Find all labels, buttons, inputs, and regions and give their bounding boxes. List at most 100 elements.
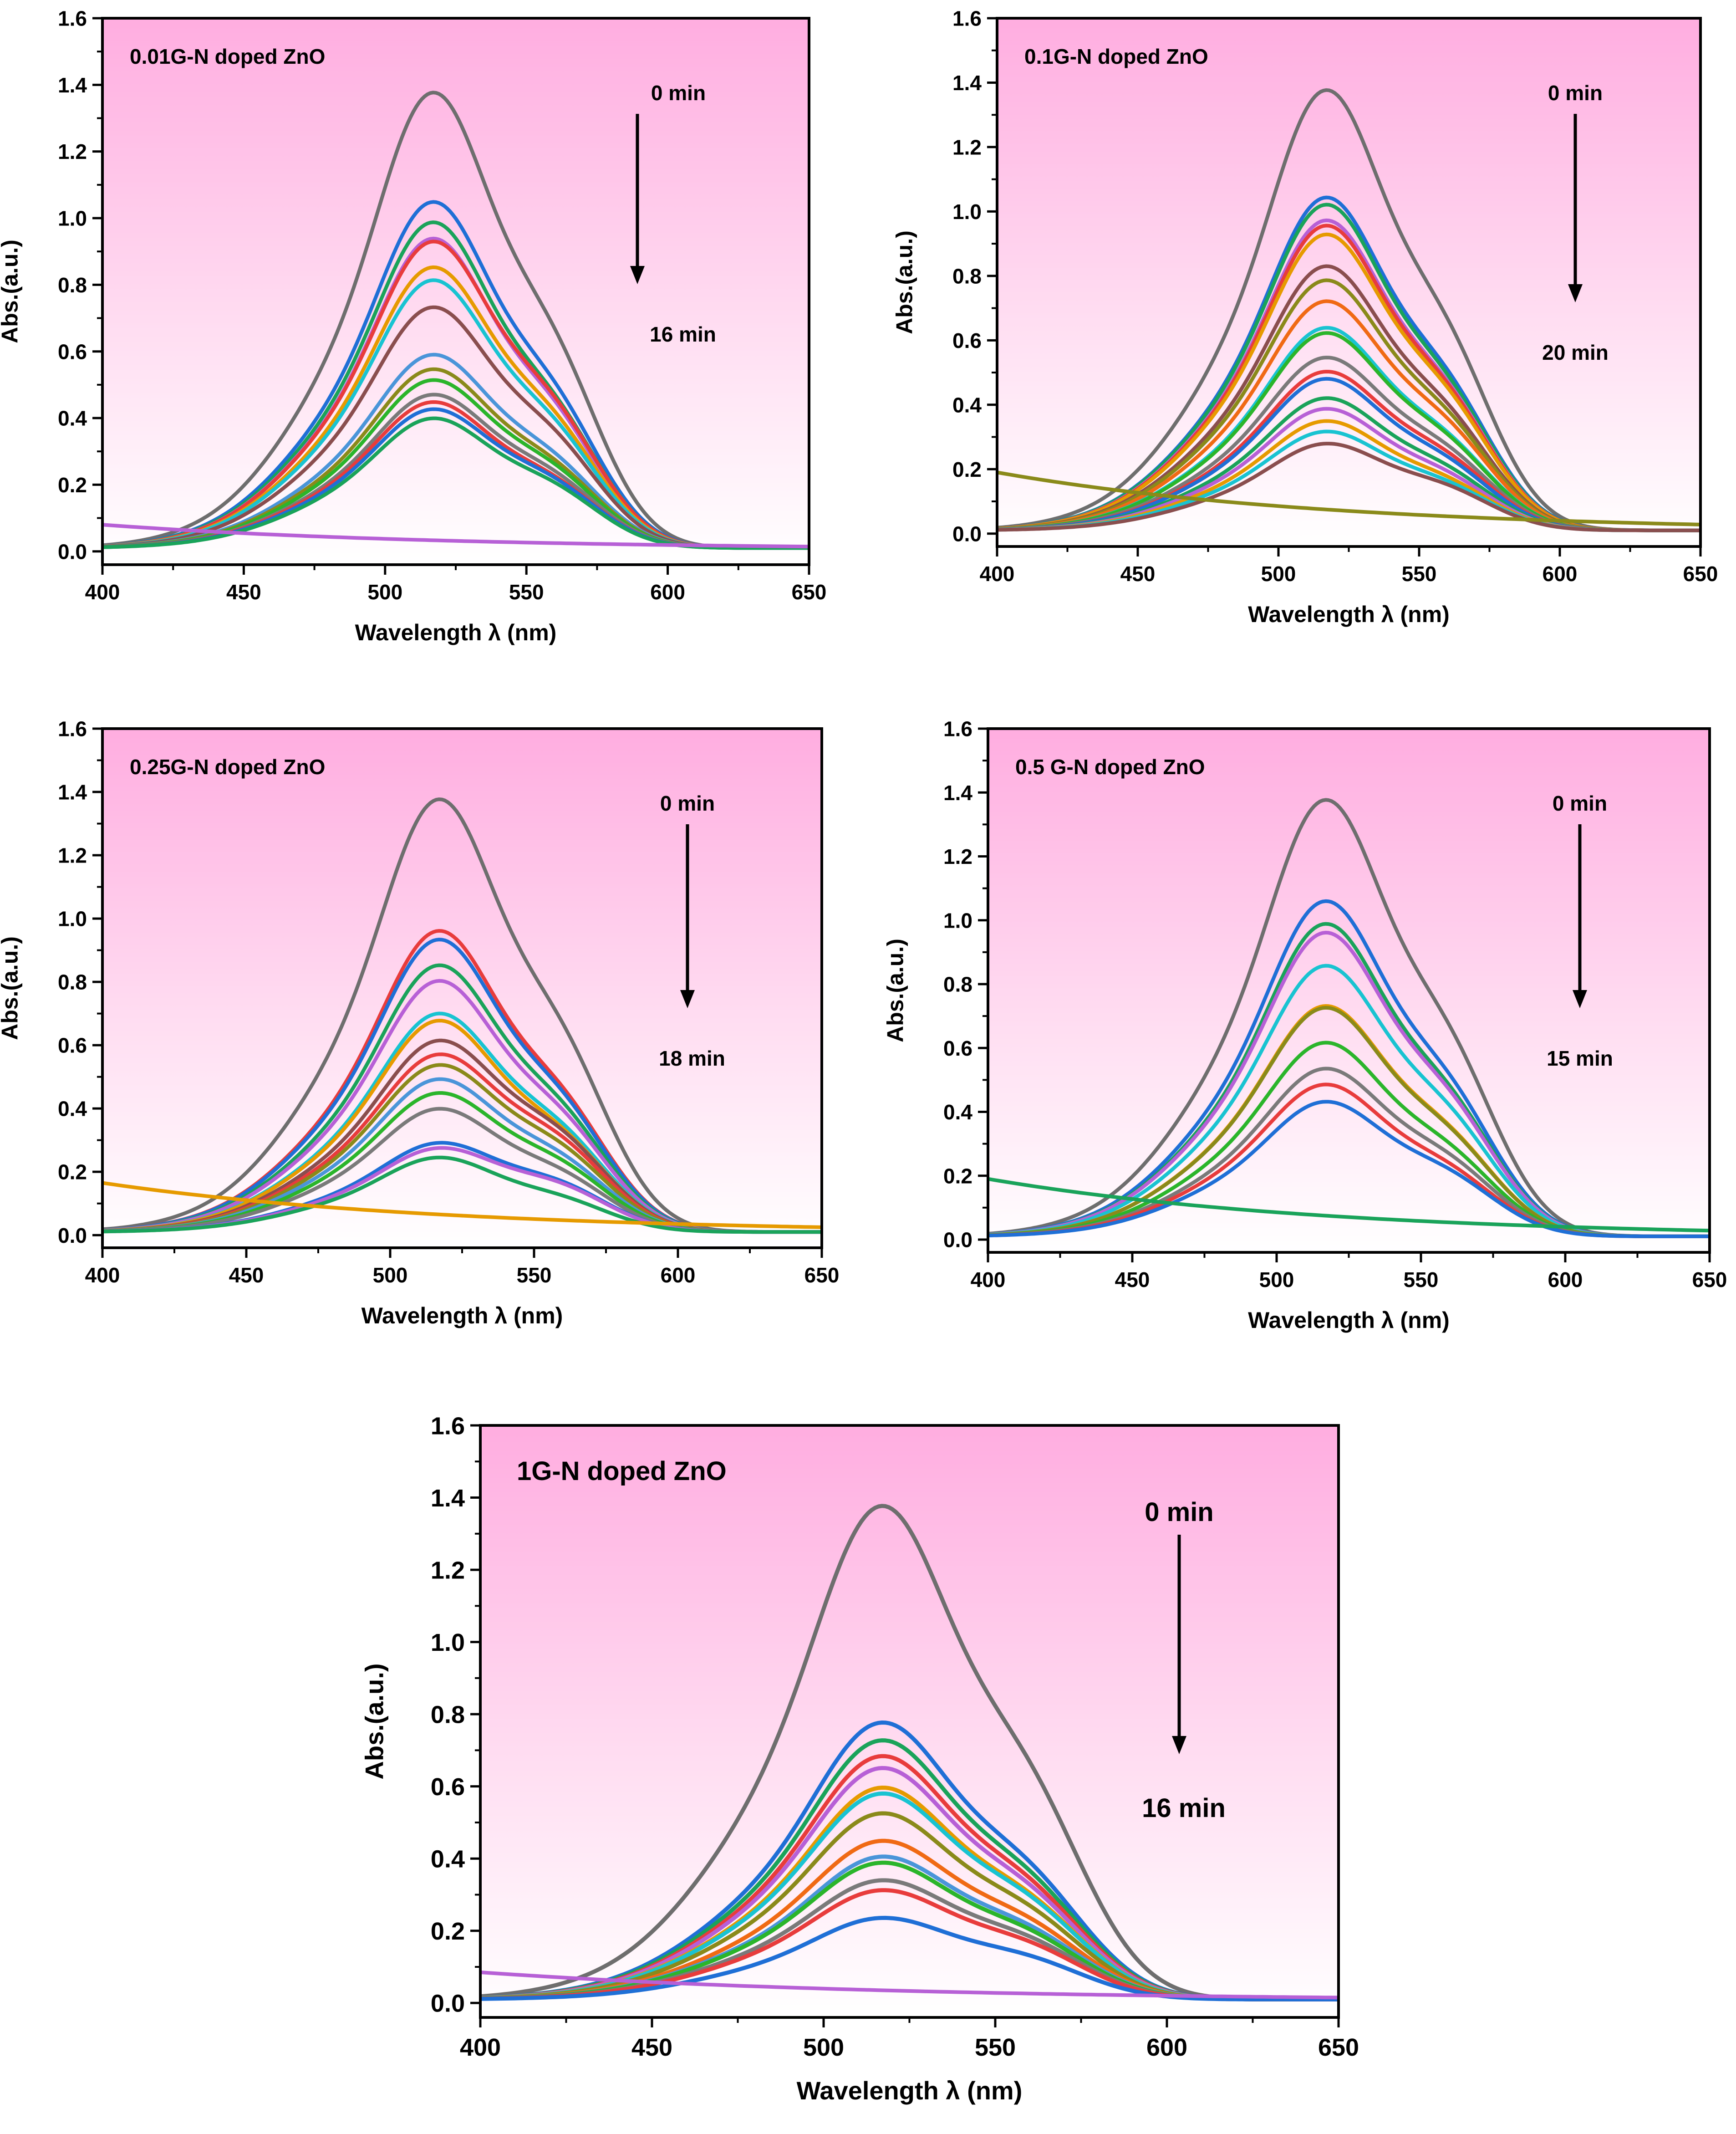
y-tick-label: 1.0: [952, 200, 982, 224]
y-tick-label: 0.6: [943, 1036, 972, 1060]
y-tick-label: 0.8: [58, 970, 87, 994]
panel-title: 0.25G-N doped ZnO: [130, 755, 325, 779]
x-tick-label: 500: [1259, 1268, 1294, 1292]
x-tick-label: 600: [1146, 2034, 1187, 2061]
chart-panel-4: 400 450 500 550 600 650 0.0 0.2 0.4 0.6 0.8 1.0 1.2 1…: [882, 717, 1727, 1333]
y-tick-label: 0.0: [431, 1990, 465, 2017]
chart-panel-3: 400 450 500 550 600 650 0.0 0.2 0.4 0.6 0.8 1.0 1.2 1…: [0, 717, 839, 1328]
annotation-start: 0 min: [660, 791, 715, 815]
annotation-start: 0 min: [1553, 791, 1607, 815]
y-tick-label: 1.4: [952, 71, 982, 95]
x-tick-label: 500: [803, 2034, 844, 2061]
x-tick-label: 600: [650, 580, 685, 604]
y-axis-title: Abs.(a.u.): [0, 240, 22, 343]
y-tick-label: 0.6: [952, 329, 982, 352]
y-tick-label: 0.4: [952, 393, 982, 417]
series-group: [102, 797, 822, 1234]
series-line-10: [988, 1100, 1710, 1238]
x-tick-label: 550: [509, 580, 544, 604]
x-tick-label: 650: [1683, 562, 1718, 586]
series-line-final: [102, 523, 809, 549]
y-tick-label: 1.2: [431, 1557, 465, 1584]
y-tick-label: 1.6: [952, 7, 982, 31]
x-tick-label: 650: [1318, 2034, 1359, 2061]
x-tick-label: 650: [792, 580, 827, 604]
x-tick-label: 450: [229, 1263, 264, 1287]
series-line-initial: [480, 1504, 1339, 2001]
y-tick-label: 1.2: [952, 135, 982, 159]
x-tick-label: 550: [1402, 562, 1437, 586]
series-line-18: [997, 442, 1700, 532]
y-tick-label: 1.0: [431, 1629, 465, 1656]
plot-background: [988, 729, 1710, 1252]
panel-title: 0.01G-N doped ZnO: [130, 45, 325, 68]
x-axis-title: Wavelength λ (nm): [355, 620, 557, 645]
chart-panel-1: 400 450 500 550 600 650 0.0 0.2 0.4 0.6 0.8 1.0 1.2 1…: [0, 7, 826, 645]
panel-title: 1G-N doped ZnO: [517, 1456, 727, 1486]
x-axis-title: Wavelength λ (nm): [797, 2076, 1023, 2105]
plot-background: [997, 18, 1700, 546]
annotation-end: 20 min: [1542, 341, 1609, 364]
series-line-15: [102, 1155, 822, 1234]
series-line-13: [480, 1915, 1339, 2001]
time-arrow-head: [1172, 1736, 1186, 1754]
y-tick-label: 0.0: [58, 1224, 87, 1247]
series-line-final: [988, 1177, 1710, 1233]
y-tick-label: 0.4: [431, 1846, 465, 1873]
series-group: [988, 798, 1710, 1238]
chart-panel-5: 400 450 500 550 600 650 0.0 0.2 0.4 0.6 0.8 1.0 1.2 1…: [360, 1412, 1359, 2105]
annotation-end: 16 min: [1142, 1793, 1226, 1823]
x-tick-label: 650: [1692, 1268, 1727, 1292]
x-tick-label: 450: [226, 580, 261, 604]
y-tick-label: 1.0: [943, 909, 972, 932]
chart-panel-2: 400 450 500 550 600 650 0.0 0.2 0.4 0.6 0.8 1.0 1.2 1…: [891, 7, 1718, 627]
y-tick-label: 0.2: [58, 473, 87, 497]
x-tick-label: 450: [631, 2034, 672, 2061]
y-tick-label: 0.2: [431, 1918, 465, 1945]
x-tick-label: 400: [460, 2034, 501, 2061]
x-tick-label: 500: [373, 1263, 408, 1287]
y-tick-label: 0.4: [943, 1100, 972, 1124]
y-tick-label: 0.0: [58, 540, 87, 563]
x-tick-label: 600: [661, 1263, 696, 1287]
x-tick-label: 500: [367, 580, 402, 604]
y-tick-label: 0.2: [952, 458, 982, 481]
y-tick-label: 1.4: [58, 781, 87, 804]
time-arrow-head: [680, 990, 695, 1008]
y-tick-label: 0.2: [58, 1160, 87, 1184]
series-line-final: [480, 1970, 1339, 2000]
annotation-end: 16 min: [650, 322, 716, 346]
y-tick-label: 1.2: [58, 140, 87, 163]
x-tick-label: 650: [804, 1263, 840, 1287]
y-tick-label: 0.0: [943, 1228, 972, 1252]
annotation-start: 0 min: [651, 81, 706, 105]
panel-title: 0.1G-N doped ZnO: [1024, 45, 1208, 68]
y-axis-title: Abs.(a.u.): [882, 939, 908, 1042]
series-line-final: [997, 470, 1701, 526]
y-tick-label: 1.6: [58, 7, 87, 31]
y-tick-label: 0.6: [58, 340, 87, 363]
x-tick-label: 550: [975, 2034, 1016, 2061]
annotation-end: 15 min: [1547, 1047, 1613, 1070]
x-axis-title: Wavelength λ (nm): [1248, 1307, 1450, 1333]
y-tick-label: 0.6: [58, 1034, 87, 1057]
x-tick-label: 500: [1261, 562, 1296, 586]
y-tick-label: 0.6: [431, 1773, 465, 1801]
x-tick-label: 550: [517, 1263, 552, 1287]
y-tick-label: 1.2: [943, 845, 972, 868]
series-group: [997, 88, 1701, 532]
x-tick-label: 600: [1543, 562, 1578, 586]
y-tick-label: 1.0: [58, 207, 87, 230]
series-group: [102, 91, 809, 550]
annotation-start: 0 min: [1145, 1497, 1214, 1527]
y-tick-label: 0.0: [952, 522, 982, 546]
y-axis-title: Abs.(a.u.): [0, 936, 22, 1040]
x-tick-label: 400: [85, 1263, 120, 1287]
y-tick-label: 0.4: [58, 1097, 87, 1121]
y-tick-label: 1.6: [943, 717, 972, 741]
y-axis-title: Abs.(a.u.): [891, 230, 917, 334]
y-tick-label: 1.4: [943, 781, 972, 805]
y-tick-label: 1.6: [58, 717, 87, 741]
panel-title: 0.5 G-N doped ZnO: [1015, 755, 1205, 779]
